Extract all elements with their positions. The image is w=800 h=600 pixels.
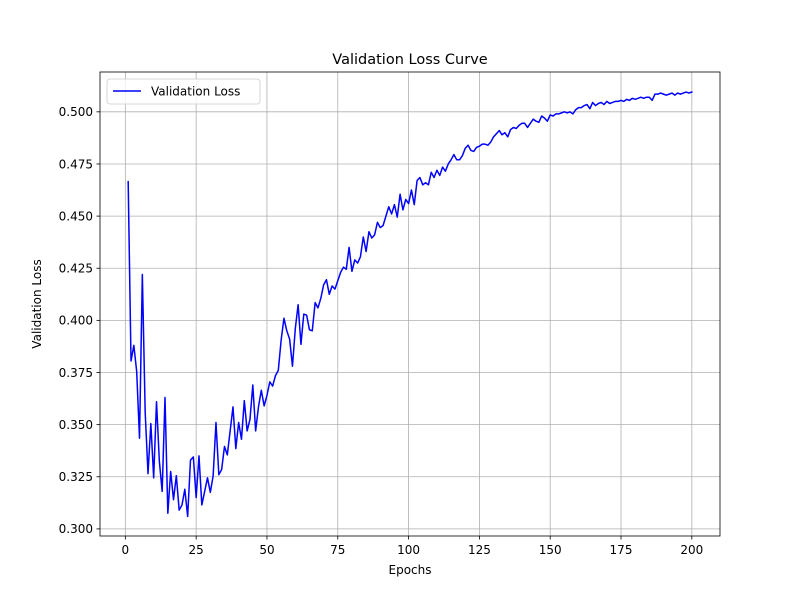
x-tick-label: 150 [539, 543, 562, 557]
x-tick-label: 100 [397, 543, 420, 557]
x-tick-label: 25 [189, 543, 204, 557]
legend-box [106, 78, 261, 105]
y-tick-label: 0.450 [59, 209, 93, 223]
x-tick-label: 200 [680, 543, 703, 557]
x-tick-label: 125 [468, 543, 491, 557]
y-tick-label: 0.325 [59, 470, 93, 484]
series-layer [127, 91, 693, 518]
y-tick-label: 0.500 [59, 105, 93, 119]
chart-title: Validation Loss Curve [332, 52, 487, 68]
validation-loss-line [127, 91, 693, 518]
y-tick-label: 0.475 [59, 157, 93, 171]
y-tick-label: 0.375 [59, 366, 93, 380]
y-axis-label: Validation Loss [30, 259, 44, 348]
plot-frame [99, 71, 721, 537]
y-tick-label: 0.300 [59, 522, 93, 536]
legend-label: Validation Loss [151, 85, 240, 99]
legend: Validation Loss [106, 78, 261, 105]
y-tick-label: 0.350 [59, 418, 93, 432]
x-tick-label: 175 [610, 543, 633, 557]
x-tick-label: 0 [122, 543, 130, 557]
axis-ticks: 0 25 50 75 100 125 150 175 200 0.300 0.325 0.350 0.3… [59, 105, 704, 557]
plot-background [100, 72, 720, 536]
x-tick-label: 50 [259, 543, 274, 557]
gridlines [100, 72, 720, 536]
y-tick-label: 0.400 [59, 314, 93, 328]
x-tick-label: 75 [330, 543, 345, 557]
x-axis-label: Epochs [389, 563, 432, 577]
y-tick-label: 0.425 [59, 262, 93, 276]
